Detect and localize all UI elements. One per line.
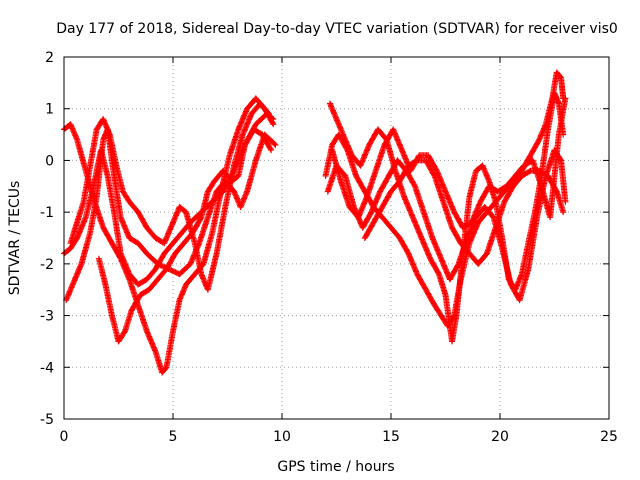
data-point-markers [327, 90, 567, 345]
x-tick-label: 20 [491, 429, 509, 445]
series-sat-e [95, 126, 275, 345]
y-tick-label: 1 [45, 102, 54, 118]
y-tick-label: 2 [45, 50, 54, 66]
series-sat-g [327, 90, 567, 345]
y-tick-label: -5 [40, 412, 54, 428]
axis-ticks: 0 5 10 15 20 25 -5 -4 -3 -2 -1 0 1 2 [40, 50, 618, 445]
chart-title: Day 177 of 2018, Sidereal Day-to-day VTE… [56, 21, 618, 37]
x-tick-label: 0 [60, 429, 69, 445]
series-sat-i [329, 95, 569, 231]
data-point-markers [361, 157, 567, 267]
x-tick-label: 25 [600, 429, 618, 445]
y-tick-label: -4 [40, 360, 54, 376]
y-axis-label: SDTVAR / TECUs [7, 181, 23, 296]
plot-frame [63, 56, 610, 420]
y-tick-label: 0 [45, 153, 54, 169]
y-tick-label: -1 [40, 205, 54, 221]
y-tick-label: -3 [40, 309, 54, 325]
x-axis-label: GPS time / hours [277, 459, 394, 475]
x-tick-label: 15 [382, 429, 400, 445]
x-tick-label: 10 [273, 429, 291, 445]
data-point-markers [329, 95, 569, 231]
series-sat-h [324, 147, 569, 304]
data-point-markers [324, 147, 569, 304]
x-tick-label: 5 [169, 429, 178, 445]
data-marks [61, 69, 569, 376]
data-point-markers [95, 126, 275, 345]
series-sat-j [361, 157, 567, 267]
y-tick-label: -2 [40, 257, 54, 273]
